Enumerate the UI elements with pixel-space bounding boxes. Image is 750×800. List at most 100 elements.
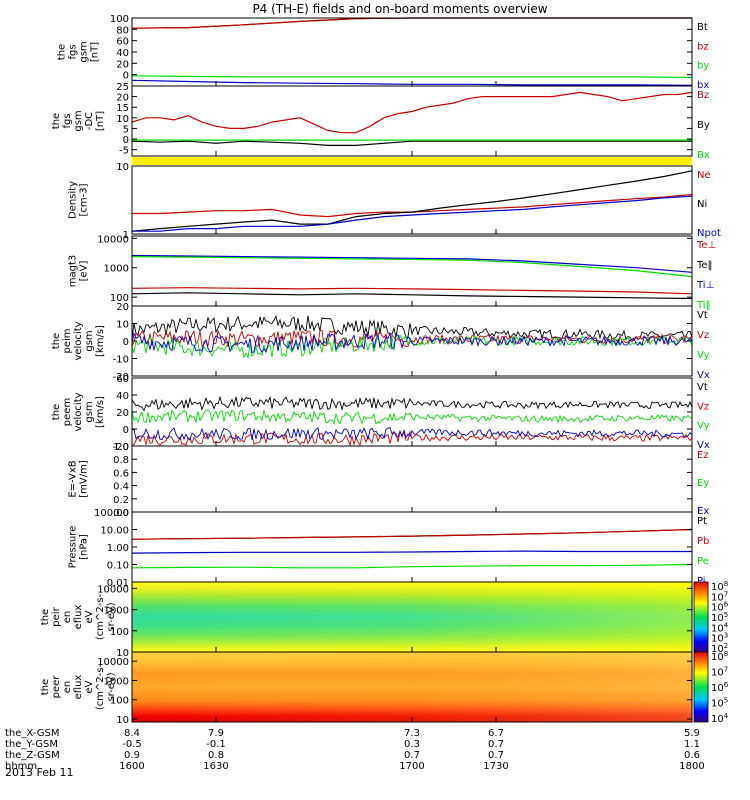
- x-row-value: 0.9: [124, 750, 140, 761]
- y-axis-label: E=-VxB[mV/m]: [68, 460, 90, 498]
- legend-label: Vy: [697, 421, 710, 432]
- y-tick-label: 100: [110, 14, 129, 25]
- legend-label: Ey: [697, 478, 709, 489]
- colorbar: [693, 651, 709, 723]
- x-row-value: -0.5: [122, 739, 142, 750]
- y-axis-label: thepeimvelocitygsm[km/s]: [51, 321, 106, 360]
- series-line-red: [131, 528, 693, 540]
- x-row-value: 1730: [483, 761, 508, 772]
- y-tick-label: 100: [110, 696, 129, 707]
- spectrogram-shading: [132, 652, 692, 722]
- x-row-value: 7.3: [404, 728, 420, 739]
- x-row-value: 5.9: [684, 728, 700, 739]
- x-row-label: the_X-GSM: [5, 728, 59, 739]
- legend-label: By: [697, 120, 710, 131]
- y-tick-label: 0.2: [113, 495, 129, 506]
- y-axis-label: thepeirenefluxeV(cm^2-s-sr-eV): [40, 593, 117, 640]
- x-row-value: 0.3: [404, 739, 420, 750]
- series-line-green: [131, 563, 693, 569]
- series-line-red: [131, 287, 693, 295]
- x-row-value: 1.1: [684, 739, 700, 750]
- legend-label: Vy: [697, 350, 710, 361]
- y-tick-label: 100: [110, 627, 129, 638]
- legend-label: Te‖: [696, 260, 713, 271]
- y-tick-label: 20: [116, 302, 129, 313]
- series-line-red: [131, 91, 693, 134]
- y-tick-label: 60: [116, 374, 129, 385]
- y-tick-label: 10: [116, 320, 129, 331]
- colorbar-tick-label: 105: [711, 697, 728, 710]
- colorbar-tick-label: 103: [711, 632, 728, 645]
- y-tick-label: 0.10: [107, 561, 129, 572]
- legend-label: by: [697, 61, 709, 72]
- colorbar-tick-label: 106: [711, 601, 729, 614]
- x-row-value: 0.6: [684, 750, 700, 761]
- y-tick-label: 40: [116, 391, 129, 402]
- colorbar-tick-label: 108: [711, 650, 728, 663]
- colorbar-tick-label: 106: [711, 681, 729, 694]
- panel-temperature: Te⊥ Te‖ Ti⊥ Ti‖ 100 1000 10000 magt3[eV]: [68, 234, 717, 311]
- y-tick-label: -10: [113, 355, 129, 366]
- legend-label: Te⊥: [696, 240, 716, 251]
- legend-label: Pb: [697, 536, 709, 547]
- legend-label: Vz: [697, 401, 709, 412]
- y-tick-label: 0: [123, 135, 129, 146]
- y-tick-label: 20: [116, 93, 129, 104]
- y-tick-label: -20: [113, 442, 129, 453]
- y-axis-label: thefgsgsm[nT]: [57, 41, 101, 62]
- y-tick-label: 10000: [97, 584, 129, 595]
- series-line-blue: [131, 331, 693, 354]
- series-line-black: [131, 528, 693, 540]
- legend-label: Npot: [697, 228, 721, 239]
- y-tick-label: 60: [116, 37, 129, 48]
- y-tick-label: 15: [116, 103, 129, 114]
- y-tick-label: 10: [116, 648, 129, 659]
- legend-label: bx: [697, 80, 709, 91]
- colorbar-tick-label: 107: [711, 666, 728, 679]
- y-axis-label: magt3[eV]: [68, 255, 90, 288]
- panel-peer_spectrogram: 104 105 106 107 108 10 100 1000 10000thepeerenef…: [40, 650, 729, 726]
- y-tick-label: 0.0: [113, 508, 129, 519]
- colorbar-tick-label: 102: [711, 642, 728, 655]
- series-line-green: [131, 256, 693, 278]
- panel-density: Ne Ni Npot 1 10 Density[cm-3]: [68, 162, 721, 241]
- y-tick-label: 25: [116, 82, 129, 93]
- x-row-value: 0.8: [208, 750, 224, 761]
- series-line-blue: [131, 254, 693, 273]
- panel-frame: [131, 235, 693, 307]
- series-line-blue: [131, 550, 692, 554]
- legend-label: Pi: [697, 576, 706, 587]
- y-tick-label: 10.00: [100, 526, 129, 537]
- x-axis-table: the_X-GSM 8.4 7.9 7.3 6.7 5.9 the_Y-GSM -0.5 -0.…: [5, 728, 705, 772]
- colorbar: [693, 581, 709, 653]
- y-tick-label: 1: [123, 230, 129, 241]
- legend-label: Pe: [697, 556, 709, 567]
- colorbar-tick-label: 104: [711, 712, 729, 725]
- x-row-label: the_Y-GSM: [5, 739, 58, 750]
- series-line-black: [131, 140, 692, 146]
- y-tick-label: -5: [119, 146, 129, 157]
- date-label: 2013 Feb 11: [5, 766, 73, 779]
- x-row-value: 1630: [203, 761, 228, 772]
- legend-label: Vz: [697, 330, 709, 341]
- y-tick-label: 5: [123, 124, 129, 135]
- series-line-black: [131, 314, 693, 341]
- y-tick-label: 0.4: [113, 482, 129, 493]
- y-tick-label: 1.0: [113, 442, 129, 453]
- y-axis-label: Density[cm-3]: [68, 181, 90, 219]
- x-row-value: 0.7: [488, 739, 504, 750]
- y-tick-label: 1.00: [107, 543, 129, 554]
- y-tick-label: 0: [123, 425, 129, 436]
- y-tick-label: 0: [123, 71, 129, 82]
- legend-label: Ex: [697, 506, 709, 517]
- y-tick-label: -20: [113, 372, 129, 383]
- x-row-value: 6.7: [488, 728, 504, 739]
- legend-label: Ti⊥: [696, 280, 714, 291]
- data-flag-bar: [132, 157, 692, 165]
- legend-label: Bx: [697, 150, 710, 161]
- x-row-value: 8.4: [124, 728, 140, 739]
- legend-label: Ne: [697, 170, 711, 181]
- series-line-green: [131, 75, 693, 79]
